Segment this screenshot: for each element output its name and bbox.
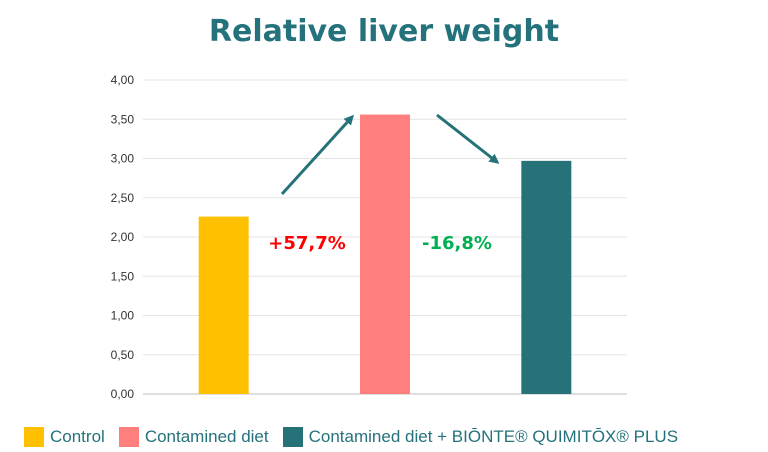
chart-title: Relative liver weight bbox=[208, 14, 560, 49]
bar-0 bbox=[198, 216, 249, 394]
legend-label-contamined-diet-plus-product: Contamined diet + BIŌNTE® QUIMITŌX® PLUS bbox=[308, 427, 679, 446]
legend-item-control: Control bbox=[24, 427, 105, 447]
legend-swatch-contamined-diet-plus-product bbox=[282, 427, 303, 447]
y-tick-label: 3,00 bbox=[111, 152, 135, 166]
y-tick-label: 4,00 bbox=[111, 73, 135, 87]
legend-label-control: Control bbox=[50, 427, 105, 446]
y-tick-label: 0,00 bbox=[111, 387, 135, 401]
y-tick-label: 2,50 bbox=[111, 191, 135, 205]
y-tick-label: 3,50 bbox=[111, 112, 135, 126]
increase-annotation: +57,7% bbox=[268, 233, 346, 254]
decrease-arrow bbox=[436, 113, 500, 164]
y-tick-label: 1,00 bbox=[111, 309, 135, 323]
decrease-annotation: -16,8% bbox=[422, 233, 492, 254]
legend: Control Contamined diet Contamined diet … bbox=[24, 427, 692, 447]
legend-item-contamined-diet: Contamined diet bbox=[118, 427, 269, 447]
legend-label-contamined-diet: Contamined diet bbox=[144, 427, 269, 446]
bar-2 bbox=[521, 160, 572, 394]
legend-swatch-contamined-diet bbox=[118, 427, 139, 447]
y-tick-label: 1,50 bbox=[111, 269, 135, 283]
y-tick-label: 2,00 bbox=[111, 230, 135, 244]
legend-item-contamined-diet-plus-product: Contamined diet + BIŌNTE® QUIMITŌX® PLUS bbox=[282, 427, 679, 447]
legend-swatch-control bbox=[24, 427, 44, 447]
increase-arrow bbox=[280, 114, 355, 196]
bar-1 bbox=[360, 114, 410, 394]
y-tick-label: 0,50 bbox=[111, 348, 135, 362]
